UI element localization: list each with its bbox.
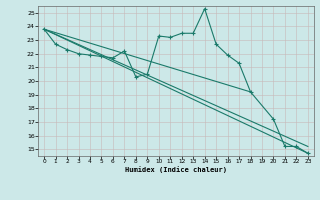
X-axis label: Humidex (Indice chaleur): Humidex (Indice chaleur) (125, 167, 227, 173)
